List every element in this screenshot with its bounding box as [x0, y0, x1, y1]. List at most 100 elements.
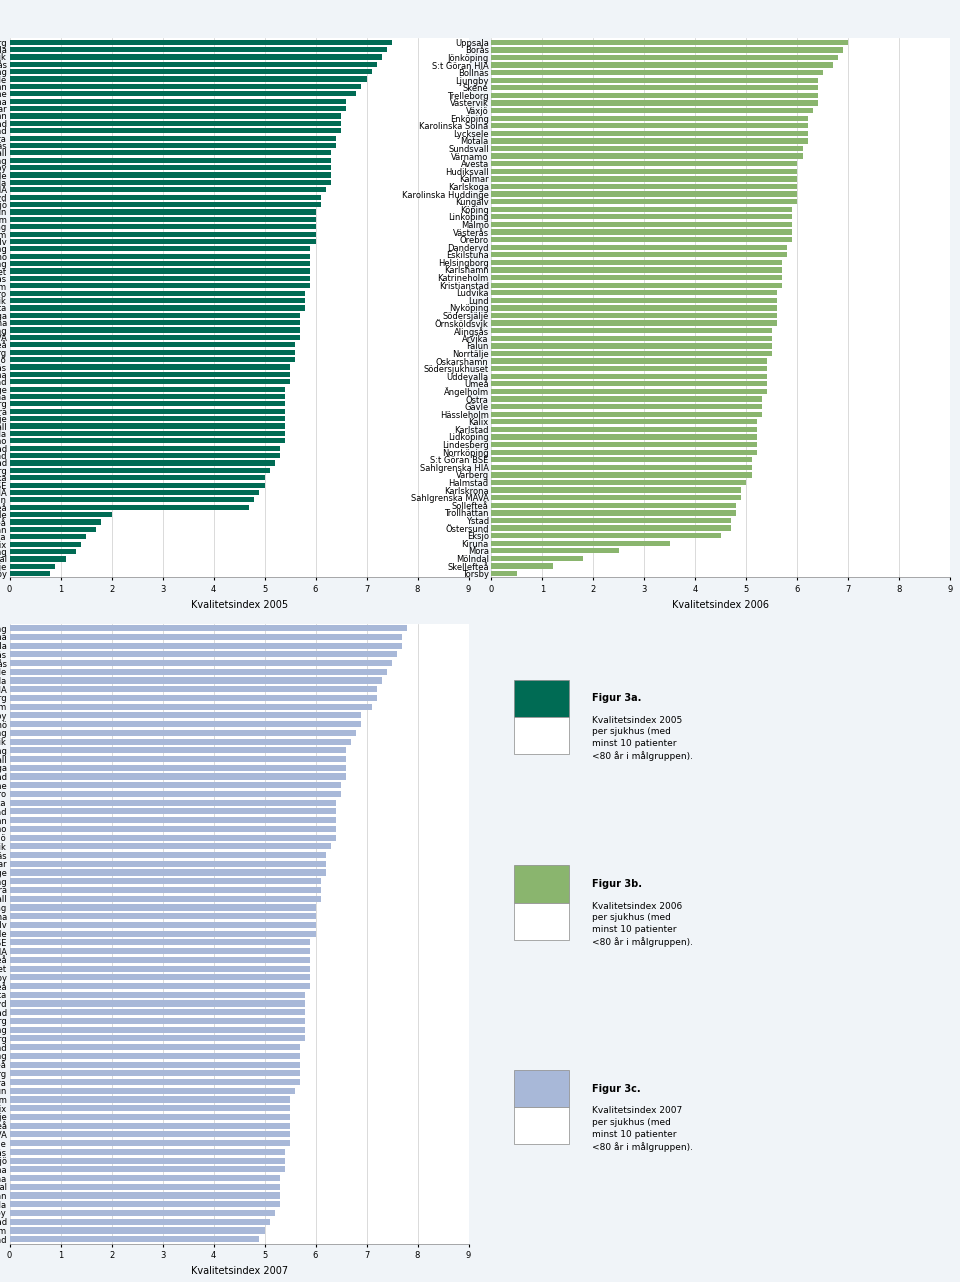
Bar — [10, 1201, 280, 1208]
Bar — [492, 100, 818, 105]
Bar — [10, 276, 310, 281]
Bar — [10, 1149, 285, 1155]
Bar — [492, 154, 803, 159]
Bar — [10, 720, 362, 727]
Text: Kvalitetsindex 2007
per sjukhus (med
minst 10 patienter
<80 år i målgruppen).: Kvalitetsindex 2007 per sjukhus (med min… — [592, 1106, 693, 1151]
X-axis label: Kvalitetsindex 2006: Kvalitetsindex 2006 — [672, 600, 769, 610]
Bar — [10, 417, 285, 422]
Bar — [10, 262, 310, 267]
Bar — [10, 342, 295, 347]
Bar — [10, 387, 285, 392]
Bar — [492, 541, 670, 546]
Text: Kvalitetsindex 2005
per sjukhus (med
minst 10 patienter
<80 år i målgruppen).: Kvalitetsindex 2005 per sjukhus (med min… — [592, 715, 693, 762]
Bar — [10, 1036, 305, 1041]
Bar — [10, 949, 310, 954]
Bar — [10, 633, 402, 640]
FancyBboxPatch shape — [515, 1108, 569, 1145]
Bar — [492, 222, 792, 227]
Bar — [492, 396, 761, 401]
X-axis label: Kvalitetsindex 2007: Kvalitetsindex 2007 — [190, 1265, 288, 1276]
Bar — [492, 563, 553, 569]
Bar — [10, 669, 387, 674]
Bar — [10, 327, 300, 332]
Bar — [10, 128, 341, 133]
Bar — [10, 77, 367, 82]
Bar — [10, 136, 336, 141]
Bar — [10, 106, 347, 112]
Bar — [10, 313, 300, 318]
Bar — [492, 297, 777, 303]
Bar — [10, 564, 56, 569]
Bar — [10, 1070, 300, 1077]
Bar — [10, 1132, 290, 1137]
Bar — [10, 203, 321, 208]
Bar — [492, 245, 787, 250]
FancyBboxPatch shape — [515, 717, 569, 754]
Bar — [10, 844, 331, 850]
Bar — [10, 519, 102, 524]
Bar — [10, 1123, 290, 1128]
Bar — [492, 63, 833, 68]
Bar — [492, 336, 772, 341]
Bar — [10, 179, 331, 185]
Bar — [10, 747, 347, 754]
Bar — [10, 940, 310, 945]
Bar — [492, 191, 798, 196]
Bar — [10, 1167, 285, 1173]
Bar — [10, 83, 362, 88]
Bar — [10, 409, 285, 414]
Bar — [492, 472, 752, 478]
Bar — [10, 1114, 290, 1120]
Bar — [492, 260, 782, 265]
Bar — [492, 570, 517, 577]
Bar — [492, 450, 756, 455]
X-axis label: Kvalitetsindex 2005: Kvalitetsindex 2005 — [190, 600, 288, 610]
Bar — [10, 401, 285, 406]
Bar — [10, 535, 86, 540]
Bar — [10, 1227, 265, 1233]
Bar — [492, 282, 782, 288]
Bar — [492, 464, 752, 470]
Bar — [492, 427, 756, 432]
Bar — [10, 1000, 305, 1006]
Bar — [10, 922, 316, 928]
Bar — [10, 913, 316, 919]
Bar — [10, 1176, 280, 1181]
Bar — [10, 765, 347, 770]
Bar — [10, 729, 356, 736]
Bar — [492, 183, 798, 190]
Bar — [10, 660, 392, 667]
Bar — [10, 254, 310, 259]
Bar — [492, 556, 584, 562]
Bar — [492, 162, 798, 167]
Bar — [492, 71, 823, 76]
Bar — [10, 246, 310, 251]
Bar — [10, 860, 325, 867]
Bar — [10, 1219, 270, 1224]
Bar — [10, 505, 250, 510]
Bar — [10, 297, 305, 303]
Bar — [492, 419, 756, 424]
Bar — [10, 1140, 290, 1146]
FancyBboxPatch shape — [515, 865, 569, 903]
Bar — [492, 359, 767, 364]
Bar — [10, 142, 336, 149]
Bar — [10, 956, 310, 963]
Bar — [10, 887, 321, 894]
Bar — [492, 85, 818, 91]
Bar — [10, 835, 336, 841]
Bar — [10, 1044, 300, 1050]
Bar — [10, 446, 280, 451]
Bar — [10, 195, 321, 200]
Bar — [492, 274, 782, 281]
Bar — [10, 527, 96, 532]
Bar — [10, 47, 387, 53]
Bar — [492, 526, 732, 531]
Bar — [10, 791, 341, 797]
Bar — [10, 209, 316, 214]
Bar — [492, 229, 792, 235]
Bar — [10, 773, 347, 779]
Bar — [10, 878, 321, 885]
Text: Figur 3a.: Figur 3a. — [592, 694, 642, 703]
Bar — [10, 379, 290, 385]
